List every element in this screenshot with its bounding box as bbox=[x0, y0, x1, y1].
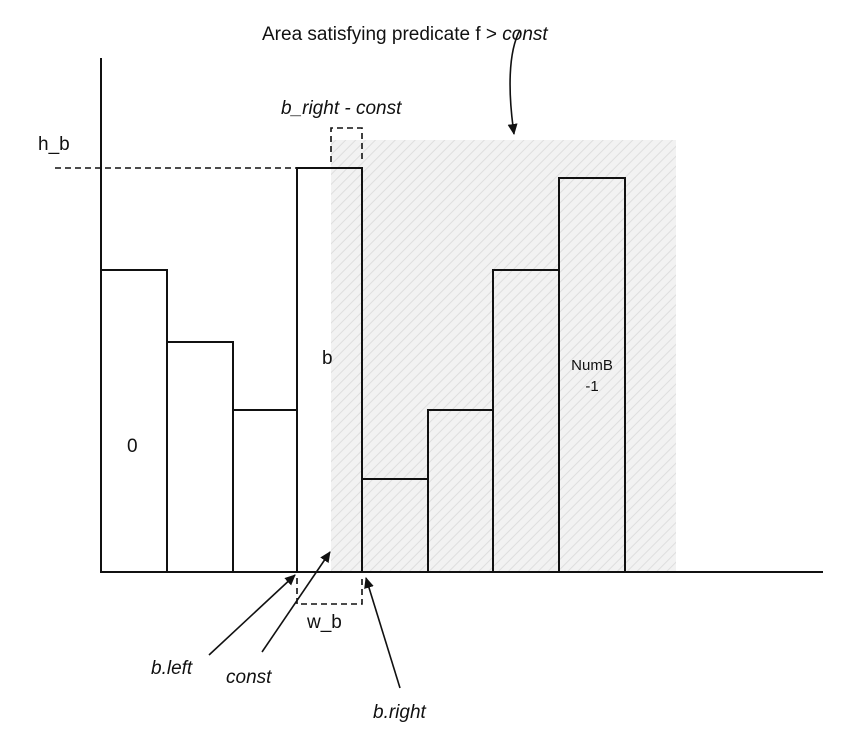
b-right-const-label: b_right - const bbox=[281, 98, 402, 119]
const-arrow bbox=[261, 551, 331, 653]
bar-b bbox=[296, 167, 363, 573]
b-right-arrow bbox=[364, 577, 401, 689]
w-b-label: w_b bbox=[306, 612, 342, 633]
predicate-arrow bbox=[507, 29, 521, 135]
bar-0 bbox=[100, 269, 168, 573]
bar-last-label-line1: NumB bbox=[571, 357, 613, 374]
bar-last-label-line2: -1 bbox=[585, 378, 598, 395]
bar-2 bbox=[232, 409, 298, 573]
w-b-bracket bbox=[296, 578, 363, 605]
b-right-label: b.right bbox=[373, 702, 427, 723]
bar-0-label: 0 bbox=[127, 436, 138, 457]
bar-last bbox=[558, 177, 626, 573]
const-label: const bbox=[226, 667, 272, 688]
b-left-label: b.left bbox=[151, 658, 193, 679]
bar-b-label: b bbox=[322, 348, 333, 369]
predicate-title: Area satisfying predicate f > const bbox=[262, 24, 548, 45]
b-right-const-bracket bbox=[330, 127, 363, 162]
bar-1 bbox=[166, 341, 234, 573]
predicate-region bbox=[331, 140, 676, 572]
h-b-label: h_b bbox=[38, 134, 70, 155]
b-left-arrow bbox=[208, 574, 296, 656]
